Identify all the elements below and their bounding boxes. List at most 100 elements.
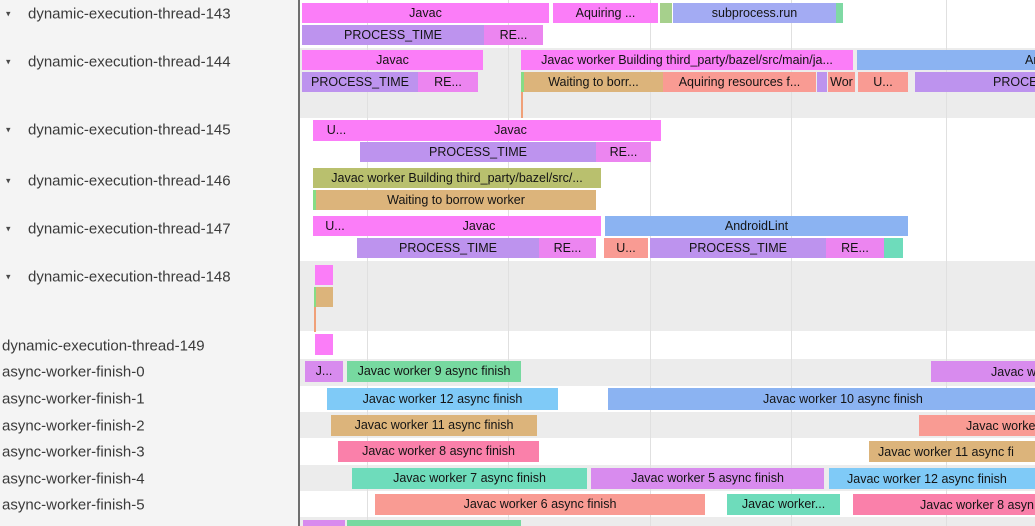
track-label-row[interactable]: async-worker-finish-2 xyxy=(0,415,298,437)
trace-event-bar[interactable]: U... xyxy=(604,238,648,258)
trace-event-bar[interactable]: PROCESS_TIME xyxy=(650,238,826,258)
track-label-row[interactable]: async-worker-finish-5 xyxy=(0,494,298,516)
trace-event-bar[interactable]: U... xyxy=(313,120,360,141)
trace-event-bar[interactable]: Javac wor xyxy=(931,361,1035,382)
trace-event-sliver[interactable] xyxy=(817,72,827,92)
trace-event-bar[interactable]: U... xyxy=(313,216,357,236)
trace-event-sliver[interactable] xyxy=(660,3,672,23)
trace-event-sliver[interactable] xyxy=(316,287,333,307)
trace-event-label: Javac worker... xyxy=(741,497,826,512)
collapse-triangle-icon[interactable]: ▾ xyxy=(6,271,11,282)
trace-event-label: Aquiring resources f... xyxy=(678,74,801,89)
trace-event-bar[interactable]: U... xyxy=(858,72,908,92)
trace-event-bar[interactable]: Javac worker 8 async finish xyxy=(338,441,539,462)
trace-event-bar[interactable]: AndroidLint xyxy=(857,50,1035,70)
trace-event-bar[interactable]: Javac xyxy=(357,216,601,236)
trace-event-sliver[interactable] xyxy=(303,520,345,526)
trace-event-label: RE... xyxy=(434,74,462,89)
track-name-label: async-worker-finish-3 xyxy=(2,443,145,461)
trace-event-bar[interactable]: RE... xyxy=(539,238,596,258)
trace-event-sliver[interactable] xyxy=(314,287,316,307)
track-label-row[interactable]: ▾ dynamic-execution-thread-143 xyxy=(0,3,298,25)
track-label-row[interactable]: ▾ dynamic-execution-thread-144 xyxy=(0,51,298,73)
trace-event-label: subprocess.run xyxy=(711,5,798,20)
trace-event-bar[interactable]: Javac worker 11 async finish xyxy=(331,415,537,436)
trace-event-bar[interactable]: PROCESS_TIME xyxy=(302,25,484,45)
trace-event-label: Javac worker 8 asyn xyxy=(920,497,1034,512)
trace-event-sliver[interactable] xyxy=(836,3,843,23)
trace-event-label: PROCESS_TIME xyxy=(689,240,787,255)
trace-event-sliver[interactable] xyxy=(884,238,903,258)
track-label-row[interactable]: ▾ dynamic-execution-thread-146 xyxy=(0,170,298,192)
trace-event-label: Wor xyxy=(830,74,853,89)
collapse-triangle-icon[interactable]: ▾ xyxy=(6,124,11,135)
trace-event-bar[interactable]: PROCESS_TIME xyxy=(302,72,418,92)
trace-event-label: Javac worker 11 async fi xyxy=(878,444,1014,459)
trace-event-bar[interactable]: AndroidLint xyxy=(605,216,908,236)
trace-event-bar[interactable]: Javac worker 6 async finish xyxy=(375,494,705,515)
time-gridline xyxy=(650,0,651,526)
trace-event-bar[interactable]: RE... xyxy=(484,25,543,45)
trace-event-label: Javac worker 12 async finish xyxy=(362,391,523,406)
trace-event-bar[interactable]: RE... xyxy=(826,238,884,258)
track-label-row[interactable]: ▾ dynamic-execution-thread-145 xyxy=(0,119,298,141)
trace-event-label: RE... xyxy=(499,27,528,42)
trace-event-bar[interactable]: Javac worker 11 async fi xyxy=(869,441,1035,462)
trace-event-sliver[interactable] xyxy=(521,72,524,92)
trace-event-bar[interactable]: Javac worker Building third_party/bazel/… xyxy=(313,168,601,188)
trace-event-bar[interactable]: Javac worker 7 async finish xyxy=(352,468,587,489)
trace-event-bar[interactable]: RE... xyxy=(418,72,478,92)
trace-event-bar[interactable]: Javac worker 5 async finish xyxy=(591,468,824,489)
trace-event-bar[interactable]: Javac xyxy=(360,120,661,141)
collapse-triangle-icon[interactable]: ▾ xyxy=(6,223,11,234)
track-label-row[interactable]: async-worker-finish-0 xyxy=(0,361,298,383)
collapse-triangle-icon[interactable]: ▾ xyxy=(6,8,11,19)
instant-event-marker[interactable] xyxy=(314,307,316,332)
trace-event-label: U... xyxy=(873,74,893,89)
track-label-row[interactable]: async-worker-finish-3 xyxy=(0,441,298,463)
track-label-row[interactable]: async-worker-finish-1 xyxy=(0,388,298,410)
trace-event-bar[interactable]: Javac worker 10 async finish xyxy=(608,388,1035,410)
track-label-row[interactable]: ▾ dynamic-execution-thread-147 xyxy=(0,218,298,240)
trace-event-bar[interactable]: PROCESS_TIME xyxy=(360,142,596,162)
trace-event-bar[interactable]: Aquiring ... xyxy=(553,3,658,23)
track-label-row[interactable]: ▾ dynamic-execution-thread-148 xyxy=(0,266,298,288)
trace-event-bar[interactable]: Wor xyxy=(828,72,855,92)
trace-event-bar[interactable]: Javac xyxy=(302,50,483,70)
trace-event-label: U... xyxy=(325,218,345,233)
track-label-row[interactable]: async-worker-finish-4 xyxy=(0,468,298,490)
trace-event-label: Waiting to borrow worker xyxy=(387,192,525,207)
trace-event-sliver[interactable] xyxy=(315,265,333,285)
trace-event-bar[interactable]: J... xyxy=(305,361,343,382)
trace-event-bar[interactable]: PROCESS_TIME xyxy=(915,72,1035,92)
trace-event-bar[interactable]: Waiting to borr... xyxy=(524,72,663,92)
trace-event-bar[interactable]: Javac worker 12 async finish xyxy=(829,468,1035,489)
track-label-row[interactable]: dynamic-execution-thread-149 xyxy=(0,335,298,357)
track-name-label: dynamic-execution-thread-146 xyxy=(28,172,231,190)
collapse-triangle-icon[interactable]: ▾ xyxy=(6,175,11,186)
trace-event-label: Javac xyxy=(494,123,527,138)
trace-event-bar[interactable]: Javac xyxy=(302,3,549,23)
trace-event-bar[interactable]: Javac worker Building third_party/bazel/… xyxy=(521,50,853,70)
trace-event-bar[interactable]: Waiting to borrow worker xyxy=(316,190,596,210)
trace-event-sliver[interactable] xyxy=(347,520,521,526)
collapse-triangle-icon[interactable]: ▾ xyxy=(6,56,11,67)
trace-event-sliver[interactable] xyxy=(315,334,333,355)
trace-event-bar[interactable]: Aquiring resources f... xyxy=(663,72,816,92)
track-name-label: dynamic-execution-thread-147 xyxy=(28,220,231,238)
instant-event-marker[interactable] xyxy=(521,92,523,118)
trace-event-bar[interactable]: subprocess.run xyxy=(673,3,836,23)
trace-event-bar[interactable]: RE... xyxy=(596,142,651,162)
trace-event-bar[interactable]: PROCESS_TIME xyxy=(357,238,539,258)
trace-event-sliver[interactable] xyxy=(313,190,316,210)
trace-event-bar[interactable]: Javac worke xyxy=(919,415,1035,436)
trace-event-bar[interactable]: Javac worker... xyxy=(727,494,840,515)
trace-event-bar[interactable]: Javac worker 12 async finish xyxy=(327,388,558,410)
track-name-label: dynamic-execution-thread-144 xyxy=(28,53,231,71)
trace-event-label: PROCESS_TIME xyxy=(344,27,442,42)
trace-event-bar[interactable]: Javac worker 9 async finish xyxy=(347,361,521,382)
trace-event-label: Javac worke xyxy=(966,418,1035,433)
trace-event-bar[interactable]: Javac worker 8 asyn xyxy=(853,494,1035,515)
